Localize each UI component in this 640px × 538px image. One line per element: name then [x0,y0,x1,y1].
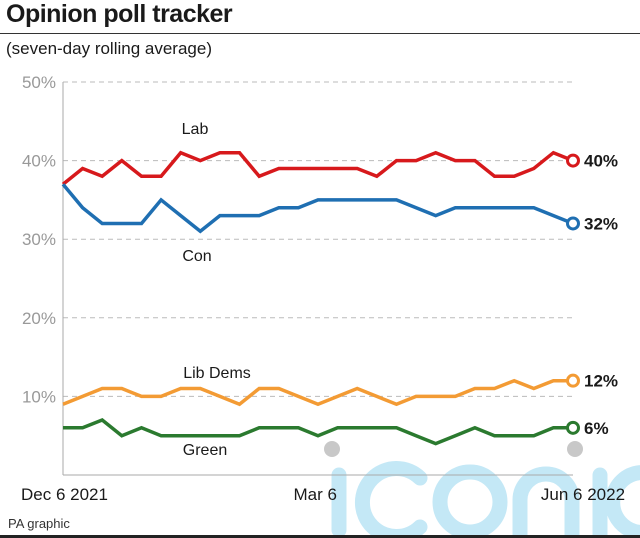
end-point-marker [566,153,580,168]
series-label: Lib Dems [183,365,251,382]
series-line-lab [61,150,574,186]
watermark-stroke [605,465,640,538]
series-line-con [61,183,574,234]
end-value-label: 12% [584,372,618,391]
x-tick-label: Dec 6 2021 [21,485,108,504]
y-tick-label: 20% [22,309,56,328]
watermark-stroke [432,464,508,538]
page-title: Opinion poll tracker [6,0,233,28]
watermark-logo [331,461,640,538]
end-point-marker [566,420,580,435]
end-point-marker [566,216,580,231]
end-value-label: 40% [584,152,618,171]
series-line-lib-dems [62,378,573,407]
watermark-stroke [355,461,428,538]
source-credit: PA graphic [8,516,70,531]
title-divider [0,33,640,34]
end-value-label: 6% [584,419,609,438]
y-tick-label: 40% [22,152,56,171]
end-point-marker [566,373,580,388]
x-tick-label: Jun 6 2022 [541,485,625,504]
series-label: Lab [182,121,209,138]
x-tick-label: Mar 6 [293,485,336,504]
series-line-green [63,417,573,446]
end-value-label: 32% [584,214,618,233]
watermark-dot [324,441,340,457]
y-tick-label: 30% [22,230,56,249]
bottom-divider [0,535,640,538]
series-label: Con [182,248,211,265]
watermark-dot [567,441,583,457]
watermark-stroke [512,466,580,538]
y-tick-label: 50% [22,73,56,92]
y-tick-label: 10% [22,387,56,406]
series-label: Green [183,442,227,459]
subtitle: (seven-day rolling average) [6,39,212,58]
